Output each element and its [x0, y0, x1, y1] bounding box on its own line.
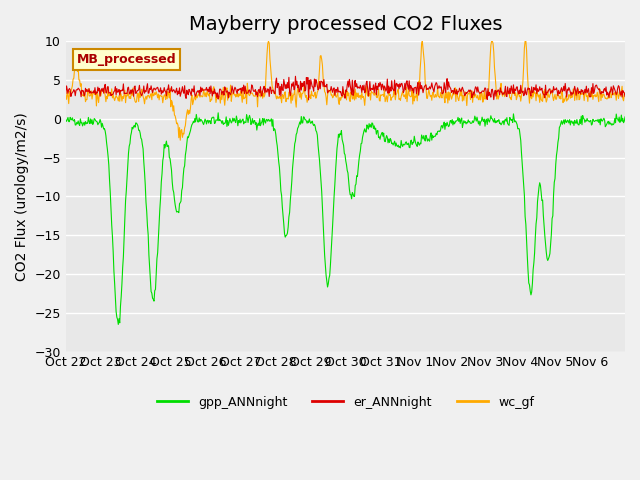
Title: Mayberry processed CO2 Fluxes: Mayberry processed CO2 Fluxes [189, 15, 502, 34]
Y-axis label: CO2 Flux (urology/m2/s): CO2 Flux (urology/m2/s) [15, 112, 29, 281]
Text: MB_processed: MB_processed [77, 53, 177, 66]
Legend: gpp_ANNnight, er_ANNnight, wc_gf: gpp_ANNnight, er_ANNnight, wc_gf [152, 391, 540, 414]
